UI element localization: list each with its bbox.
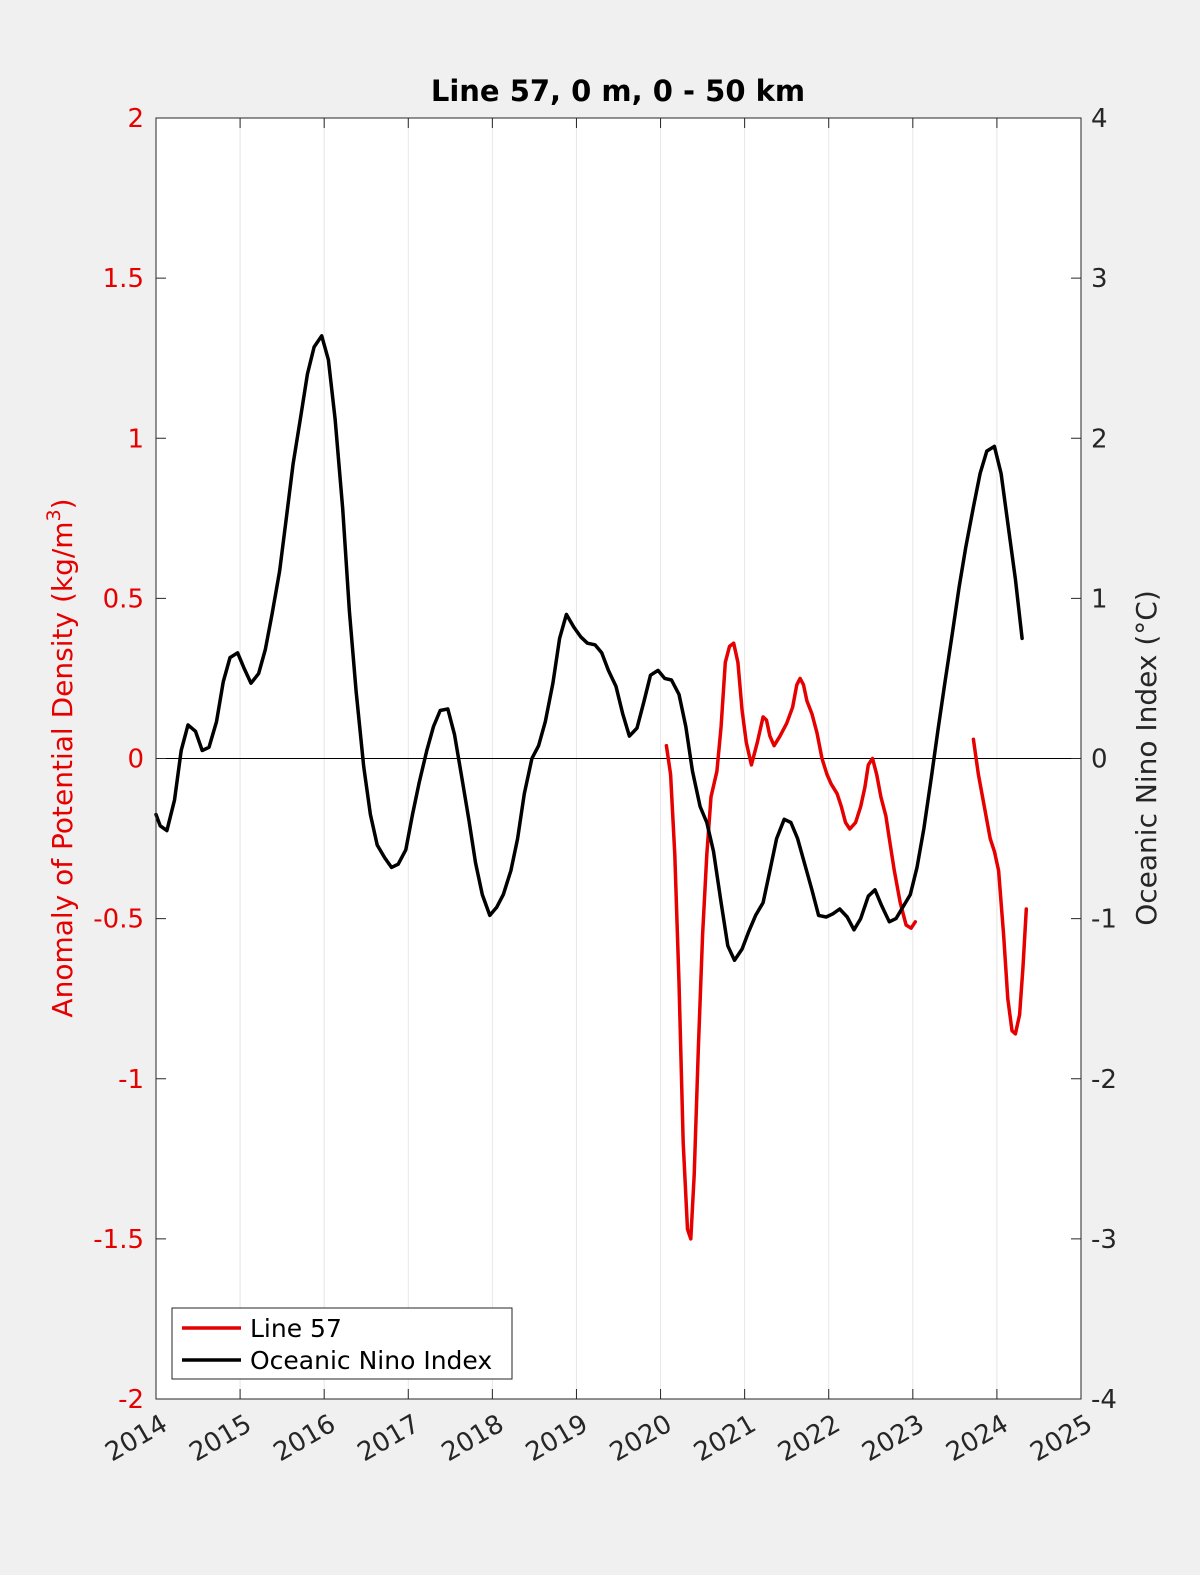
- y-right-tick-label: -4: [1091, 1385, 1117, 1415]
- x-tick-label: 2025: [1025, 1409, 1097, 1468]
- legend-box: [171, 1307, 513, 1380]
- y-right-tick-label: -1: [1091, 905, 1117, 935]
- series-layer: [154, 334, 1029, 1241]
- x-tick-label: 2015: [184, 1409, 256, 1468]
- y-left-tick-label: -2: [118, 1385, 144, 1415]
- x-tick-labels: 2014 2015 2016 2017 2018 2019 2020 2021 2022 2023…: [100, 1409, 1097, 1468]
- y-right-tick-label: 1: [1091, 584, 1108, 614]
- y-right-tick-label: 2: [1091, 424, 1108, 454]
- y-left-tick-label: 1: [127, 424, 144, 454]
- y-right-tick-label: -3: [1091, 1225, 1117, 1255]
- y-left-tick-label: -1.5: [93, 1225, 144, 1255]
- x-tick-label: 2016: [269, 1409, 341, 1468]
- left-axis-label-close: ): [46, 498, 79, 509]
- left-axis-label: Anomaly of Potential Density (kg/m3): [43, 498, 79, 1017]
- legend: Line 57 Oceanic Nino Index: [171, 1307, 513, 1380]
- x-tick-label: 2020: [605, 1409, 677, 1468]
- tick-marks: [155, 117, 1082, 1400]
- x-tick-label: 2024: [941, 1409, 1013, 1468]
- series-line-line57: [664, 641, 918, 1241]
- x-tick-label: 2014: [100, 1409, 172, 1468]
- series-line-line57: [971, 737, 1029, 1036]
- y-right-tick-label: -2: [1091, 1065, 1117, 1095]
- x-tick-label: 2018: [437, 1409, 509, 1468]
- left-axis-label-main: Anomaly of Potential Density (kg/m: [46, 521, 79, 1017]
- x-tick-label: 2021: [689, 1409, 761, 1468]
- left-y-tick-labels: 2 1.5 1 0.5 0 -0.5 -1 -1.5 -2: [93, 104, 144, 1415]
- right-y-tick-labels: 4 3 2 1 0 -1 -2 -3 -4: [1091, 104, 1117, 1415]
- x-tick-label: 2019: [521, 1409, 593, 1468]
- y-left-tick-label: -1: [118, 1065, 144, 1095]
- y-left-tick-label: -0.5: [93, 905, 144, 935]
- x-tick-label: 2022: [773, 1409, 845, 1468]
- x-tick-label: 2017: [353, 1409, 425, 1468]
- legend-label-oni: Oceanic Nino Index: [250, 1346, 492, 1375]
- right-axis-label: Oceanic Nino Index (°C): [1130, 590, 1163, 926]
- y-left-tick-label: 0.5: [103, 584, 144, 614]
- x-tick-label: 2023: [857, 1409, 929, 1468]
- y-right-tick-label: 3: [1091, 264, 1108, 294]
- left-axis-label-superscript: 3: [43, 509, 65, 521]
- y-left-tick-label: 1.5: [103, 264, 144, 294]
- legend-label-line57: Line 57: [250, 1314, 342, 1343]
- series-line-oni: [154, 334, 1024, 963]
- y-right-tick-label: 0: [1091, 745, 1108, 775]
- y-left-tick-label: 0: [127, 745, 144, 775]
- y-left-tick-label: 2: [127, 104, 144, 134]
- chart-title: Line 57, 0 m, 0 - 50 km: [431, 74, 805, 108]
- y-right-tick-label: 4: [1091, 104, 1108, 134]
